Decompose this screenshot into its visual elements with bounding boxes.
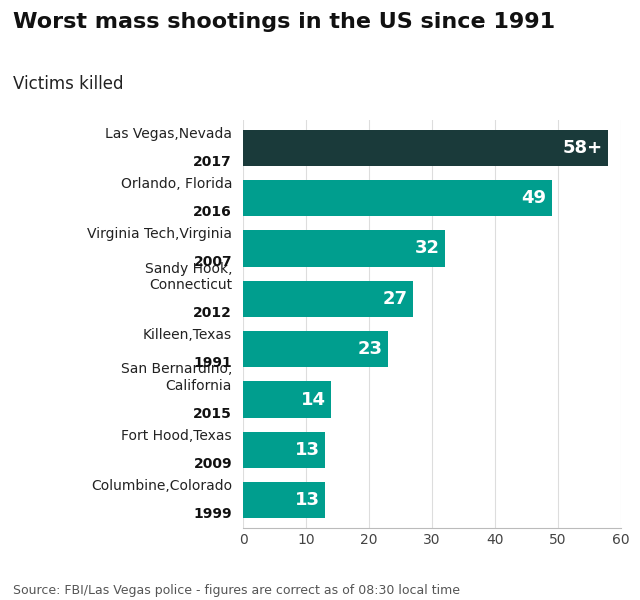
Bar xyxy=(243,382,332,418)
Bar xyxy=(243,482,325,518)
Text: 2015: 2015 xyxy=(193,407,232,421)
Bar xyxy=(243,331,388,367)
Text: 14: 14 xyxy=(301,391,326,409)
Text: 2012: 2012 xyxy=(193,306,232,320)
Text: 2017: 2017 xyxy=(193,155,232,169)
Text: 13: 13 xyxy=(295,441,320,459)
Text: Source: FBI/Las Vegas police - figures are correct as of 08:30 local time: Source: FBI/Las Vegas police - figures a… xyxy=(13,584,460,597)
Bar xyxy=(243,230,445,266)
Bar xyxy=(243,281,413,317)
Text: 58+: 58+ xyxy=(563,139,603,157)
Text: Victims killed: Victims killed xyxy=(13,75,124,93)
Text: Worst mass shootings in the US since 1991: Worst mass shootings in the US since 199… xyxy=(13,12,555,32)
Text: Killeen,Texas: Killeen,Texas xyxy=(143,328,232,342)
Text: 1999: 1999 xyxy=(193,507,232,521)
Text: 1991: 1991 xyxy=(193,356,232,370)
Text: Orlando, Florida: Orlando, Florida xyxy=(120,177,232,191)
Text: San Bernardino,
California: San Bernardino, California xyxy=(121,362,232,392)
Text: 23: 23 xyxy=(358,340,383,358)
Text: Las Vegas,Nevada: Las Vegas,Nevada xyxy=(105,127,232,141)
Text: Fort Hood,Texas: Fort Hood,Texas xyxy=(122,429,232,443)
Text: Virginia Tech,Virginia: Virginia Tech,Virginia xyxy=(87,227,232,241)
Text: 2007: 2007 xyxy=(193,256,232,269)
Text: 13: 13 xyxy=(295,491,320,509)
Text: 49: 49 xyxy=(522,189,547,207)
Text: BBC: BBC xyxy=(577,574,614,588)
Text: Sandy Hook,
Connecticut: Sandy Hook, Connecticut xyxy=(145,262,232,292)
Bar xyxy=(243,130,608,166)
Text: 2009: 2009 xyxy=(193,457,232,471)
Text: 27: 27 xyxy=(383,290,408,308)
Bar xyxy=(243,432,325,468)
Bar xyxy=(243,180,552,216)
Text: 2016: 2016 xyxy=(193,205,232,219)
Text: Columbine,Colorado: Columbine,Colorado xyxy=(91,479,232,493)
Text: 32: 32 xyxy=(415,239,440,257)
